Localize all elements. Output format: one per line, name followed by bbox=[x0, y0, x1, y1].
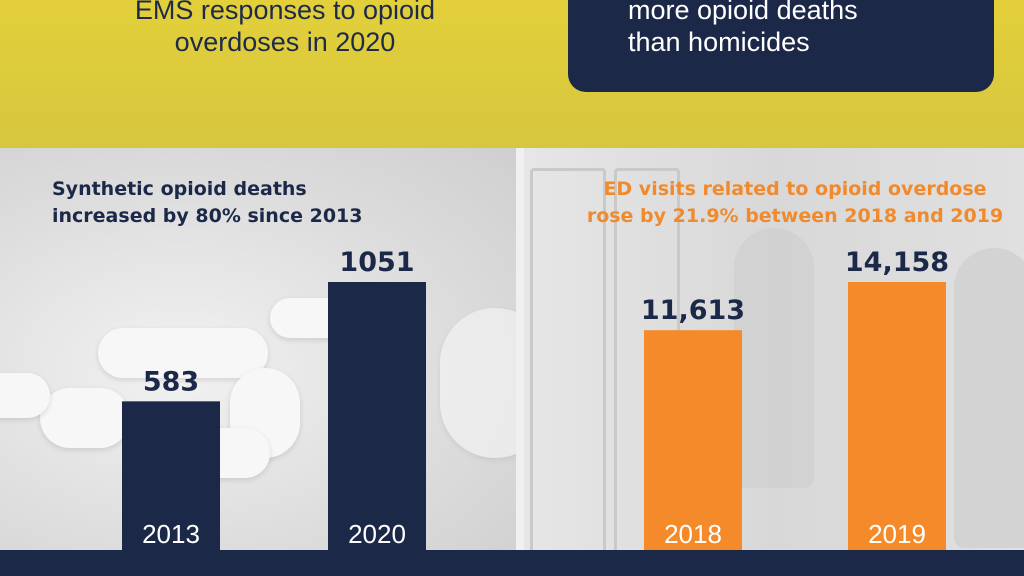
door-decoration bbox=[530, 168, 606, 550]
patient-figure-decoration bbox=[954, 248, 1024, 548]
left-title-line-1: Synthetic opioid deaths bbox=[52, 178, 307, 200]
value-label-2018: 11,613 bbox=[641, 295, 745, 326]
pill-decoration bbox=[40, 388, 130, 448]
footer-band bbox=[0, 550, 1024, 576]
value-label-2013: 583 bbox=[143, 366, 199, 397]
pill-decoration bbox=[98, 328, 268, 378]
ems-line-2: overdoses in 2020 bbox=[174, 27, 396, 57]
bar-2020 bbox=[328, 282, 426, 550]
value-label-2020: 1051 bbox=[339, 247, 414, 278]
callout-line-1: more opioid deaths bbox=[628, 0, 858, 25]
pill-decoration bbox=[440, 308, 516, 458]
ems-line-1: EMS responses to opioid bbox=[134, 0, 436, 25]
right-title-line-1: ED visits related to opioid overdose bbox=[603, 178, 987, 200]
right-chart-title: ED visits related to opioid overdose ros… bbox=[580, 176, 1010, 230]
callout-text: more opioid deaths than homicides bbox=[628, 0, 988, 58]
left-title-line-2: increased by 80% since 2013 bbox=[52, 205, 363, 227]
bar-2019 bbox=[848, 282, 946, 550]
category-label-2013: 2013 bbox=[142, 519, 200, 549]
callout-line-2: than homicides bbox=[628, 27, 810, 57]
left-chart-title: Synthetic opioid deaths increased by 80%… bbox=[52, 176, 362, 230]
value-label-2019: 14,158 bbox=[845, 247, 949, 278]
nurse-figure-decoration bbox=[734, 228, 814, 488]
bar-2018 bbox=[644, 330, 742, 550]
category-label-2019: 2019 bbox=[868, 519, 926, 549]
category-label-2018: 2018 bbox=[664, 519, 722, 549]
bar-2013 bbox=[122, 401, 220, 550]
pill-decoration bbox=[0, 373, 50, 418]
category-label-2020: 2020 bbox=[348, 519, 406, 549]
panel-divider bbox=[516, 148, 524, 550]
right-title-line-2: rose by 21.9% between 2018 and 2019 bbox=[586, 205, 1004, 227]
callout-box bbox=[568, 0, 994, 92]
ems-responses-text: EMS responses to opioid overdoses in 202… bbox=[60, 0, 510, 58]
